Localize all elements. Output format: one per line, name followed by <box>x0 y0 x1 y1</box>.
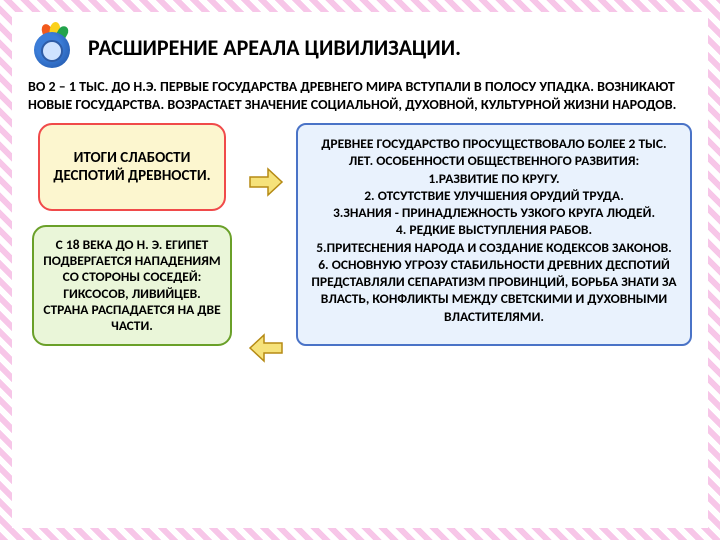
box-state-features-text: ДРЕВНЕЕ ГОСУДАРСТВО ПРОСУЩЕСТВОВАЛО БОЛЕ… <box>310 135 678 325</box>
arrow-column <box>246 123 286 346</box>
slide-content: РАСШИРЕНИЕ АРЕАЛА ЦИВИЛИЗАЦИИ. ВО 2 – 1 … <box>12 12 708 528</box>
mascot-icon <box>28 22 84 72</box>
box-state-features: ДРЕВНЕЕ ГОСУДАРСТВО ПРОСУЩЕСТВОВАЛО БОЛЕ… <box>296 123 692 346</box>
page-title: РАСШИРЕНИЕ АРЕАЛА ЦИВИЛИЗАЦИИ. <box>88 34 461 61</box>
arrow-left-icon <box>248 333 284 363</box>
arrow-right-icon <box>248 167 284 197</box>
left-column: ИТОГИ СЛАБОСТИ ДЕСПОТИЙ ДРЕВНОСТИ. С 18 … <box>28 123 236 346</box>
box-weakness-results: ИТОГИ СЛАБОСТИ ДЕСПОТИЙ ДРЕВНОСТИ. <box>38 123 226 211</box>
intro-text: ВО 2 – 1 ТЫС. ДО Н.Э. ПЕРВЫЕ ГОСУДАРСТВА… <box>28 78 692 113</box>
content-row: ИТОГИ СЛАБОСТИ ДЕСПОТИЙ ДРЕВНОСТИ. С 18 … <box>28 123 692 346</box>
header: РАСШИРЕНИЕ АРЕАЛА ЦИВИЛИЗАЦИИ. <box>28 22 692 72</box>
box-egypt-attacks: С 18 ВЕКА ДО Н. Э. ЕГИПЕТ ПОДВЕРГАЕТСЯ Н… <box>32 225 232 346</box>
